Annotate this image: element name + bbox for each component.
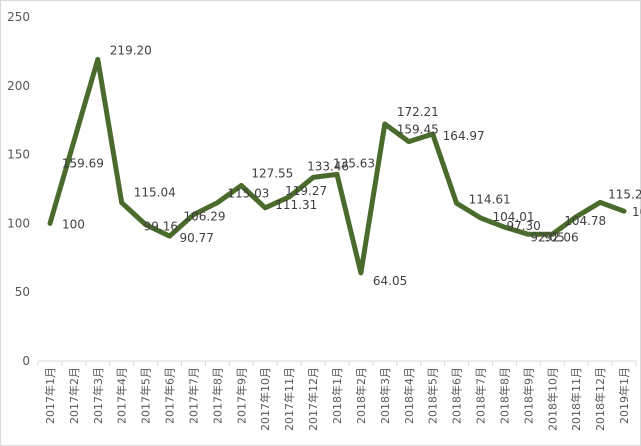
- x-tick-label: 2017年10月: [258, 367, 272, 431]
- x-tick-label: 2018年6月: [450, 367, 464, 424]
- data-label: 115.03: [227, 187, 269, 201]
- x-axis-ticks: 2017年1月 2017年2月 2017年3月 2017年4月 2017年5月 2017年…: [37, 361, 637, 431]
- x-tick-label: 2018年11月: [569, 367, 583, 431]
- x-tick-label: 2017年8月: [210, 367, 224, 424]
- x-tick-label: 2019年1月: [617, 367, 631, 424]
- data-label: 92.06: [544, 230, 578, 244]
- data-label: 164.97: [443, 129, 485, 143]
- x-tick-label: 2017年11月: [282, 367, 296, 431]
- data-label: 104.78: [564, 214, 606, 228]
- data-label: 115.04: [134, 186, 176, 200]
- x-tick-label: 2017年9月: [234, 367, 248, 424]
- x-tick-label: 2018年1月: [330, 367, 344, 424]
- data-label: 115.28: [608, 187, 641, 201]
- data-label: 135.63: [333, 156, 375, 170]
- x-tick-label: 2018年3月: [378, 367, 392, 424]
- x-tick-label: 2017年12月: [306, 367, 320, 431]
- y-tick-label: 0: [22, 354, 30, 368]
- data-labels: 100159.69219.20115.0499.1690.77106.29115…: [62, 43, 641, 287]
- x-tick-label: 2017年5月: [139, 367, 153, 424]
- x-tick-label: 2017年2月: [67, 367, 81, 424]
- data-label: 159.45: [397, 123, 439, 137]
- data-label: 119.27: [285, 184, 327, 198]
- y-tick-label: 200: [7, 79, 30, 93]
- x-tick-label: 2017年3月: [91, 367, 105, 424]
- x-tick-label: 2018年10月: [545, 367, 559, 431]
- y-tick-label: 100: [7, 216, 30, 230]
- y-tick-label: 50: [15, 285, 30, 299]
- data-label: 127.55: [251, 166, 293, 180]
- data-label: 108.86: [632, 205, 641, 219]
- x-tick-label: 2017年1月: [43, 367, 57, 424]
- x-tick-label: 2017年6月: [163, 367, 177, 424]
- x-tick-label: 2018年2月: [354, 367, 368, 424]
- x-tick-label: 2018年12月: [593, 367, 607, 431]
- x-tick-label: 2018年8月: [497, 367, 511, 424]
- y-tick-label: 250: [7, 10, 30, 24]
- data-label: 99.16: [144, 220, 178, 234]
- x-tick-label: 2018年4月: [402, 367, 416, 424]
- x-tick-label: 2018年5月: [426, 367, 440, 424]
- data-label: 159.69: [62, 156, 104, 170]
- data-label: 111.31: [275, 198, 317, 212]
- series-line: [47, 56, 627, 276]
- x-tick-label: 2017年7月: [186, 367, 200, 424]
- data-label: 97.30: [506, 219, 540, 233]
- x-tick-label: 2017年4月: [115, 367, 129, 424]
- data-label: 133.46: [307, 159, 349, 173]
- data-label: 106.29: [183, 210, 225, 224]
- data-label: 64.05: [373, 274, 407, 288]
- x-tick-label: 2018年7月: [474, 367, 488, 424]
- data-label: 90.77: [180, 231, 214, 245]
- y-tick-label: 150: [7, 148, 30, 162]
- data-label: 100: [62, 217, 85, 231]
- data-label: 172.21: [397, 105, 439, 119]
- data-label: 114.61: [469, 192, 511, 206]
- data-label: 104.01: [493, 210, 535, 224]
- x-tick-label: 2018年9月: [521, 367, 535, 424]
- data-label: 219.20: [110, 43, 152, 57]
- y-axis-ticks: 0 50 100 150 200 250: [7, 10, 30, 368]
- data-label: 92.05: [530, 230, 564, 244]
